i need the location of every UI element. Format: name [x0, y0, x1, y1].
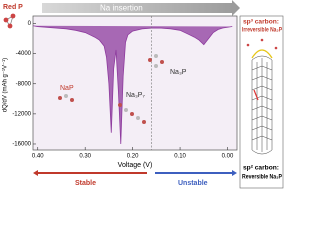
page: Red P Na insertion dQ/dV (mAh g⁻¹V⁻¹) Vo…	[2, 0, 284, 189]
y-tick-label: -8000	[16, 81, 32, 87]
y-tick-label: -16000	[12, 142, 31, 148]
plot	[32, 16, 233, 150]
annotation: Na₃P	[170, 69, 187, 76]
figure: Red P Na insertion dQ/dV (mAh g⁻¹V⁻¹) Vo…	[3, 0, 284, 189]
nanotube	[246, 38, 278, 155]
x-tick-label: 0.10	[174, 154, 186, 160]
red-p-label: Red P	[3, 4, 23, 11]
panel-bottom-title: sp² carbon:	[243, 165, 279, 172]
red-p-icon	[3, 13, 16, 29]
x-axis-label: Voltage (V)	[118, 162, 153, 169]
insertion-arrow	[42, 0, 240, 16]
panel-bottom-text: Reversible Na₃P	[242, 175, 282, 181]
insertion-label: Na insertion	[100, 4, 143, 13]
molecule-icons	[58, 54, 164, 124]
y-tick-label: 0	[28, 21, 32, 27]
y-axis-label: dQ/dV (mAh g⁻¹V⁻¹)	[3, 58, 9, 112]
y-tick-label: -12000	[12, 111, 31, 117]
unstable-label: Unstable	[178, 180, 208, 187]
panel-top-text: Irreversible Na₃P	[242, 28, 282, 34]
stable-label: Stable	[75, 180, 96, 187]
annotation: Na₃P₇	[126, 92, 145, 99]
panel-top-title: sp³ carbon:	[243, 19, 279, 26]
x-tick-label: 0.40	[32, 154, 44, 160]
x-tick-label: 0.20	[127, 154, 139, 160]
x-tick-label: 0.00	[222, 154, 234, 160]
unstable-arrow	[155, 170, 237, 176]
panel-frame	[239, 15, 284, 189]
stable-arrow	[33, 170, 147, 176]
x-tick-label: 0.30	[79, 154, 91, 160]
data-line	[32, 25, 233, 144]
y-tick-label: -4000	[16, 51, 32, 57]
annotation: NaP	[60, 85, 74, 92]
